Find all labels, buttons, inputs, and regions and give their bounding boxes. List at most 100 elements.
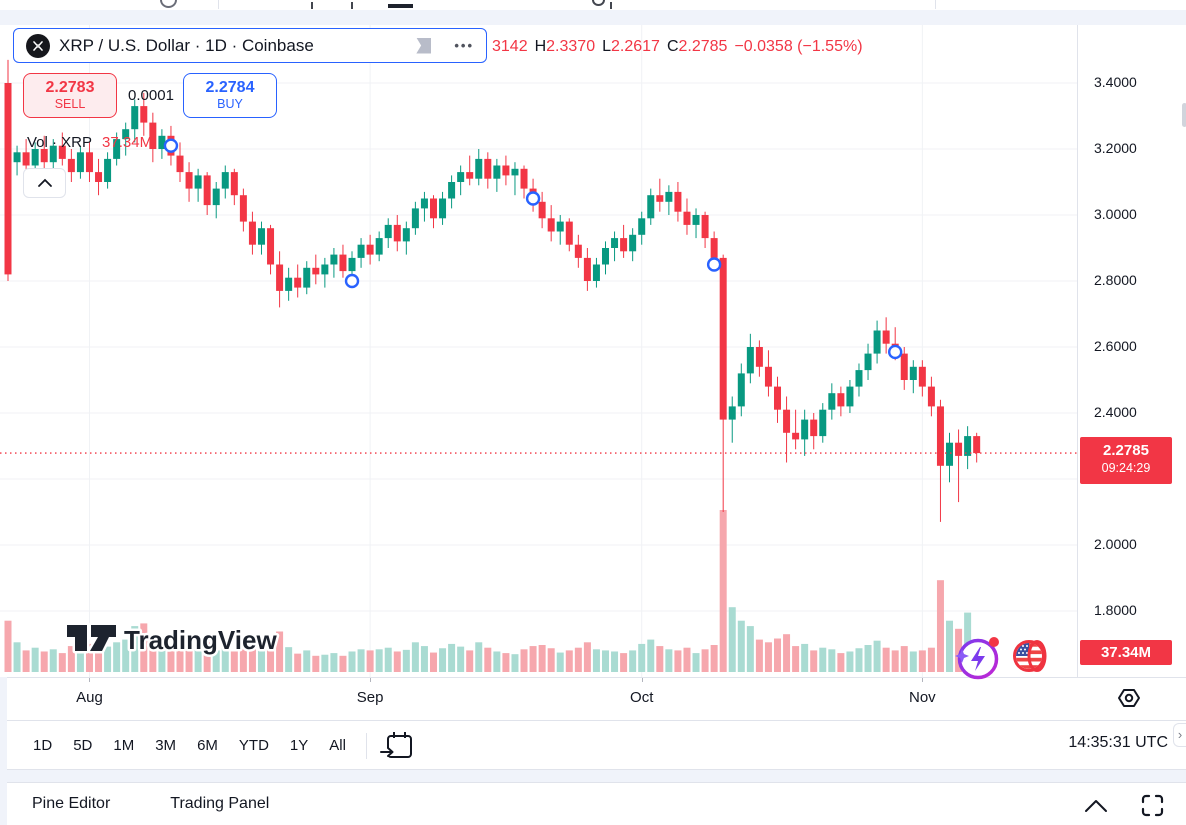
volume-bar [538, 645, 546, 672]
event-marker-icon[interactable] [706, 257, 722, 272]
volume-bar [31, 647, 39, 672]
candle [737, 373, 745, 407]
candle [538, 201, 546, 219]
candle [620, 238, 628, 252]
volume-bar [556, 652, 564, 672]
volume-bar [95, 640, 103, 672]
more-options-icon[interactable]: ••• [454, 38, 474, 53]
candlestick-chart[interactable] [0, 25, 1077, 677]
range-button-ytd[interactable]: YTD [230, 732, 278, 759]
time-axis-label: Oct [630, 689, 654, 706]
candle [294, 277, 302, 288]
volume-bar [629, 650, 637, 672]
candle [429, 198, 437, 219]
gap-band [0, 770, 1186, 782]
event-marker-icon[interactable] [887, 344, 903, 360]
volume-bar [439, 648, 447, 672]
icon-stub [311, 2, 313, 9]
tab-pine-editor[interactable]: Pine Editor [32, 795, 111, 812]
scrollbar-thumb[interactable] [1182, 103, 1186, 127]
candle [122, 129, 130, 140]
top-toolbar-cutoff [0, 0, 1186, 10]
volume-bar [719, 510, 727, 672]
volume-bar [900, 646, 908, 672]
volume-legend-label: Vol · XRP [27, 134, 93, 151]
candle [76, 152, 84, 173]
volume-bar [221, 648, 229, 672]
volume-bar [357, 649, 365, 672]
volume-bar [429, 652, 437, 672]
volume-bar [466, 650, 474, 672]
bar-countdown: 09:24:29 [1101, 460, 1151, 475]
chart-pane[interactable]: 1.80002.00002.20002.40002.60002.80003.00… [0, 25, 1186, 680]
candle [339, 254, 347, 272]
candle [58, 145, 66, 159]
candle [828, 393, 836, 410]
buy-button[interactable]: 2.2784 BUY [183, 73, 277, 118]
panel-expander[interactable]: › [1173, 723, 1186, 747]
candle [882, 330, 890, 344]
candle [683, 211, 691, 225]
ohlc-low: 2.2617 [611, 38, 660, 55]
volume-bar [149, 634, 157, 672]
candle [239, 195, 247, 222]
candle [67, 158, 75, 173]
tab-trading-panel[interactable]: Trading Panel [170, 795, 270, 812]
time-axis[interactable]: Aug Sep Oct Nov [0, 677, 1186, 721]
event-marker-icon[interactable] [525, 191, 541, 206]
volume-bar [113, 642, 121, 672]
candle [846, 386, 854, 407]
volume-bar [565, 650, 573, 672]
candle [375, 238, 383, 255]
candle [692, 215, 700, 225]
volume-bar [411, 642, 419, 672]
volume-bar [267, 635, 275, 672]
time-axis-tick [370, 678, 372, 682]
range-button-3m[interactable]: 3M [146, 732, 185, 759]
volume-bar [493, 651, 501, 672]
candle [511, 168, 519, 176]
bottom-panel: Pine Editor Trading Panel [0, 782, 1186, 825]
range-button-6m[interactable]: 6M [188, 732, 227, 759]
ai-news-icon[interactable] [952, 632, 1004, 682]
event-marker-icon[interactable] [344, 273, 360, 289]
candle [194, 175, 202, 189]
volume-bar [701, 649, 709, 672]
candle [158, 135, 166, 149]
go-to-date-icon[interactable] [379, 730, 415, 762]
candle [801, 419, 809, 440]
range-button-1m[interactable]: 1M [104, 732, 143, 759]
maximize-panel-icon[interactable] [1139, 792, 1166, 819]
volume-bar [122, 639, 130, 672]
xrp-logo-icon [26, 33, 50, 58]
candle [547, 218, 555, 232]
volume-bar [4, 620, 12, 672]
candle [873, 330, 881, 354]
range-button-1y[interactable]: 1Y [281, 732, 317, 759]
axis-settings-gear-icon[interactable] [1117, 686, 1141, 710]
volume-bar [384, 647, 392, 672]
candle [946, 442, 954, 466]
sell-button[interactable]: 2.2783 SELL [23, 73, 117, 118]
price-axis-tick: 2.8000 [1094, 272, 1137, 288]
flag-symbol-icon[interactable] [416, 37, 432, 54]
range-button-5d[interactable]: 5D [64, 732, 101, 759]
candle [457, 172, 465, 182]
volume-bar [13, 642, 21, 672]
symbol-legend[interactable]: XRP / U.S. Dollar · 1D · Coinbase ••• [13, 28, 487, 63]
volume-bar [185, 640, 193, 672]
event-marker-icon[interactable] [163, 138, 179, 153]
volume-bar [40, 651, 48, 672]
volume-bar [855, 648, 863, 672]
range-button-all[interactable]: All [320, 732, 355, 759]
utc-clock[interactable]: 14:35:31 UTC [1068, 734, 1168, 751]
candle [674, 191, 682, 212]
economic-calendar-icon[interactable] [1010, 635, 1056, 677]
volume-bar [511, 654, 519, 672]
range-button-1d[interactable]: 1D [24, 732, 61, 759]
legend-collapse-button[interactable] [23, 168, 66, 198]
panel-chevron-up-icon[interactable] [1083, 798, 1109, 814]
chevron-up-icon [37, 178, 52, 187]
volume-bar [131, 626, 139, 672]
price-axis[interactable]: 1.80002.00002.20002.40002.60002.80003.00… [1077, 25, 1186, 677]
